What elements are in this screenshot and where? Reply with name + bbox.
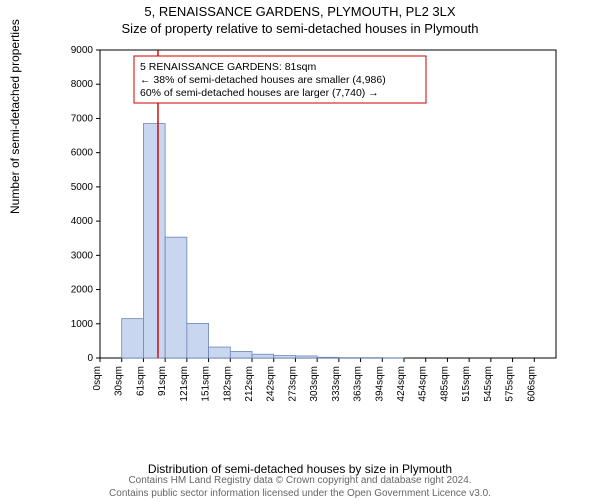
svg-text:363sqm: 363sqm bbox=[353, 366, 364, 402]
svg-text:121sqm: 121sqm bbox=[179, 366, 190, 402]
svg-text:273sqm: 273sqm bbox=[287, 366, 298, 402]
svg-text:← 38% of semi-detached houses: ← 38% of semi-detached houses are smalle… bbox=[140, 74, 386, 86]
footer-attribution: Contains HM Land Registry data © Crown c… bbox=[0, 475, 600, 500]
svg-text:394sqm: 394sqm bbox=[374, 366, 385, 402]
svg-text:9000: 9000 bbox=[71, 45, 94, 56]
svg-text:515sqm: 515sqm bbox=[461, 366, 472, 402]
svg-text:333sqm: 333sqm bbox=[331, 366, 342, 402]
svg-text:545sqm: 545sqm bbox=[483, 366, 494, 402]
svg-text:0sqm: 0sqm bbox=[92, 366, 103, 390]
svg-text:5000: 5000 bbox=[71, 182, 94, 193]
svg-text:4000: 4000 bbox=[71, 216, 94, 227]
svg-text:7000: 7000 bbox=[71, 113, 94, 124]
svg-text:2000: 2000 bbox=[71, 285, 94, 296]
svg-text:454sqm: 454sqm bbox=[418, 366, 429, 402]
svg-text:303sqm: 303sqm bbox=[309, 366, 320, 402]
histogram-chart: 0 1000 2000 3000 4000 5000 6000 7000 8000 9000 0sq… bbox=[62, 44, 562, 414]
svg-text:6000: 6000 bbox=[71, 148, 94, 159]
svg-text:485sqm: 485sqm bbox=[439, 366, 450, 402]
svg-text:61sqm: 61sqm bbox=[135, 366, 146, 396]
svg-text:5 RENAISSANCE GARDENS: 81sqm: 5 RENAISSANCE GARDENS: 81sqm bbox=[140, 61, 316, 73]
svg-text:182sqm: 182sqm bbox=[222, 366, 233, 402]
svg-text:3000: 3000 bbox=[71, 250, 94, 261]
svg-text:1000: 1000 bbox=[71, 319, 94, 330]
svg-text:60% of semi-detached houses ar: 60% of semi-detached houses are larger (… bbox=[140, 87, 379, 99]
page-title-1: 5, RENAISSANCE GARDENS, PLYMOUTH, PL2 3L… bbox=[0, 4, 600, 19]
footer-line-2: Contains public sector information licen… bbox=[0, 488, 600, 501]
svg-text:30sqm: 30sqm bbox=[114, 366, 125, 396]
svg-text:242sqm: 242sqm bbox=[266, 366, 277, 402]
svg-text:424sqm: 424sqm bbox=[396, 366, 407, 402]
footer-line-1: Contains HM Land Registry data © Crown c… bbox=[0, 475, 600, 488]
svg-text:0: 0 bbox=[87, 353, 93, 364]
svg-text:212sqm: 212sqm bbox=[244, 366, 255, 402]
x-axis-label: Distribution of semi-detached houses by … bbox=[0, 462, 600, 476]
y-axis-label: Number of semi-detached properties bbox=[8, 19, 22, 214]
svg-text:606sqm: 606sqm bbox=[526, 366, 537, 402]
svg-text:575sqm: 575sqm bbox=[505, 366, 516, 402]
page-title-2: Size of property relative to semi-detach… bbox=[0, 21, 600, 36]
svg-text:8000: 8000 bbox=[71, 79, 94, 90]
svg-text:91sqm: 91sqm bbox=[157, 366, 168, 396]
svg-text:151sqm: 151sqm bbox=[201, 366, 212, 402]
